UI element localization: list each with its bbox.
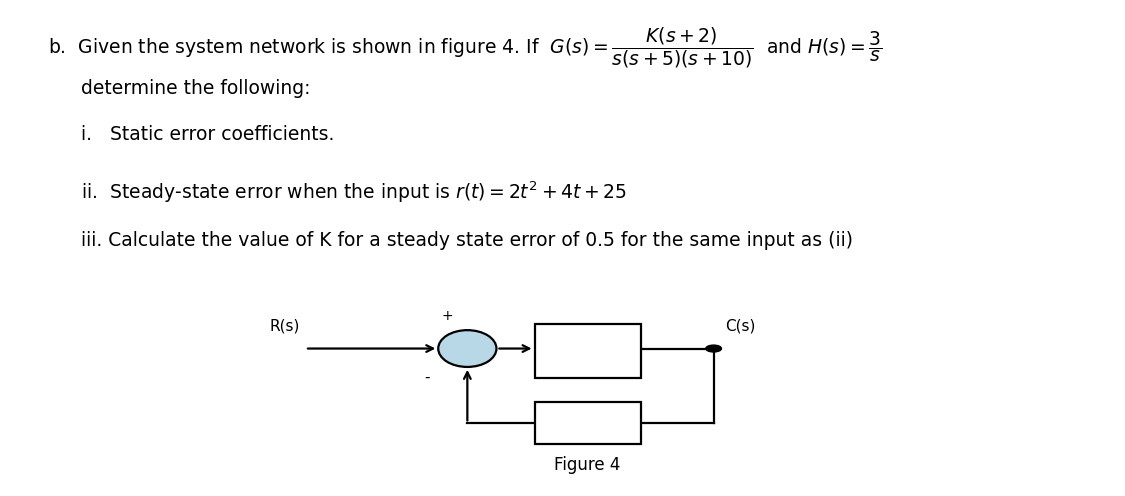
Text: +: + <box>442 309 453 323</box>
Circle shape <box>705 345 721 352</box>
Bar <box>534 324 641 378</box>
Text: i.   Static error coefficients.: i. Static error coefficients. <box>81 125 334 144</box>
Text: ii.  Steady-state error when the input is $r(t) = 2t^2 + 4t + 25$: ii. Steady-state error when the input is… <box>81 180 628 205</box>
Text: b.  Given the system network is shown in figure 4. If  $G(s) = \dfrac{K(s+2)}{s(: b. Given the system network is shown in … <box>47 25 882 70</box>
Text: iii. Calculate the value of K for a steady state error of 0.5 for the same input: iii. Calculate the value of K for a stea… <box>81 231 853 250</box>
Text: -: - <box>424 370 430 384</box>
Ellipse shape <box>439 330 496 367</box>
Text: Figure 4: Figure 4 <box>555 456 621 474</box>
Text: determine the following:: determine the following: <box>81 79 310 98</box>
Text: R(s): R(s) <box>269 319 299 334</box>
Bar <box>534 402 641 444</box>
Text: H(s): H(s) <box>572 416 604 431</box>
Text: C(s): C(s) <box>724 319 755 334</box>
Text: G(s): G(s) <box>572 344 604 359</box>
